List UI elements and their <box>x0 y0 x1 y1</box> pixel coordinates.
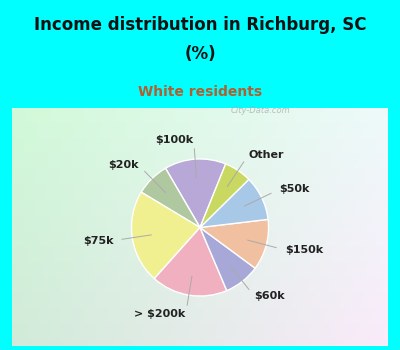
Text: > $200k: > $200k <box>134 309 186 319</box>
Wedge shape <box>200 228 255 290</box>
Text: $150k: $150k <box>285 245 323 255</box>
Wedge shape <box>154 228 227 296</box>
Wedge shape <box>200 164 249 228</box>
Text: (%): (%) <box>184 45 216 63</box>
Text: Other: Other <box>249 149 284 160</box>
Wedge shape <box>132 192 200 279</box>
Text: $50k: $50k <box>279 184 310 195</box>
Text: $75k: $75k <box>83 236 113 246</box>
Wedge shape <box>141 168 200 228</box>
Wedge shape <box>166 159 226 228</box>
Text: $60k: $60k <box>254 291 285 301</box>
Text: $100k: $100k <box>156 135 194 145</box>
Text: City-Data.com: City-Data.com <box>231 106 290 115</box>
Wedge shape <box>200 219 268 268</box>
Wedge shape <box>200 179 268 228</box>
Text: White residents: White residents <box>138 85 262 99</box>
Text: Income distribution in Richburg, SC: Income distribution in Richburg, SC <box>34 16 366 34</box>
Text: $20k: $20k <box>108 160 138 170</box>
